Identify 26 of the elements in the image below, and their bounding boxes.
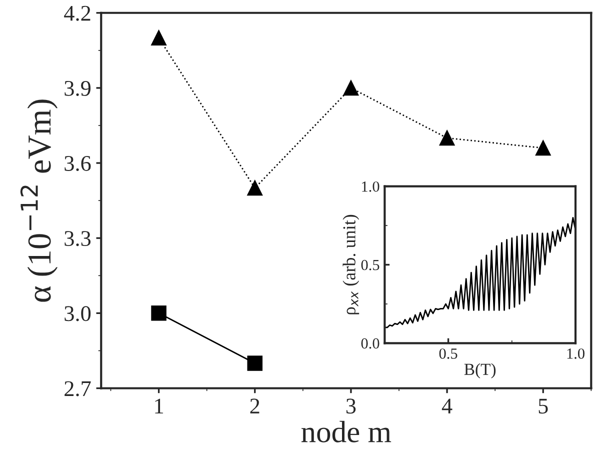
point <box>535 140 551 156</box>
x-tick-label: 4 <box>442 398 452 414</box>
point <box>439 130 455 146</box>
y-tick-label: 3.9 <box>64 80 91 96</box>
y-axis-title: α (10$^{−12}$ eVm) <box>20 100 58 302</box>
x-tick-label: 3 <box>346 398 356 414</box>
y-axis-title: ρ$_{xx}$ (arb. unit) <box>342 214 360 314</box>
y-tick-label: 2.7 <box>64 381 91 396</box>
point <box>247 180 263 196</box>
x-tick-label: 2 <box>250 398 260 414</box>
point <box>343 80 359 96</box>
y-tick-label: 4.2 <box>64 6 90 21</box>
x-tick-label: 5 <box>538 398 548 414</box>
y-tick-label: 1.0 <box>362 181 380 192</box>
line-series <box>384 216 576 328</box>
y-tick-label: 3.3 <box>64 231 91 246</box>
point <box>247 356 263 371</box>
y-tick-label: 0.5 <box>361 260 380 270</box>
x-tick-label: 1 <box>155 398 164 414</box>
point <box>151 306 166 321</box>
x-axis-title: node m <box>301 420 392 442</box>
y-tick-label: 3.6 <box>64 156 91 172</box>
y-tick-label: 0.0 <box>361 338 380 349</box>
point <box>151 30 166 46</box>
y-tick-label: 3.0 <box>64 306 91 322</box>
x-axis-title: B(T) <box>464 363 496 378</box>
